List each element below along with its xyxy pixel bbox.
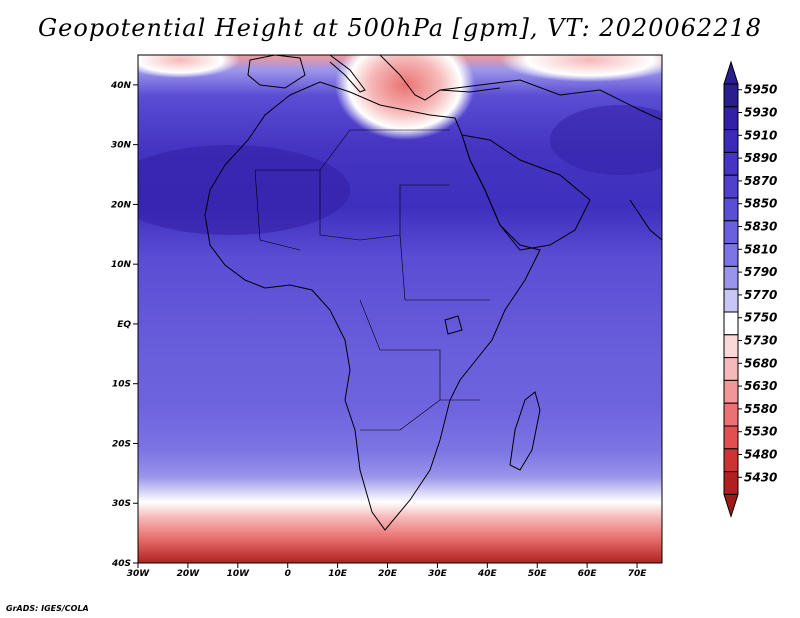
lon-tick-label: 50E (528, 569, 548, 579)
colorbar-bottom-arrow (723, 493, 739, 519)
country-borders (254, 129, 490, 431)
colorbar-top-arrow (723, 60, 739, 85)
colorbar-level-label: 5530 (744, 425, 777, 439)
colorbar-swatch (723, 83, 739, 108)
colorbar-swatch (723, 357, 739, 381)
colorbar-swatch (723, 471, 739, 495)
colorbar-level-label: 5810 (744, 242, 777, 256)
colorbar-level-label: 5830 (744, 220, 777, 234)
colorbar-swatch (723, 106, 739, 131)
colorbar-swatch (723, 197, 739, 222)
lon-tick-label: 40E (477, 569, 498, 579)
map-plot-area (138, 55, 662, 563)
lon-tick-label: 10W (227, 569, 251, 579)
lat-tick-label: EQ (117, 320, 131, 330)
colorbar-level-label: 5430 (744, 470, 777, 484)
footer-credit: GrADS: IGES/COLA (6, 604, 89, 613)
colorbar-level-label: 5480 (744, 448, 777, 462)
colorbar-swatch (723, 334, 739, 359)
lon-tick-label: 20E (378, 569, 398, 579)
plot-frame (137, 54, 663, 564)
lon-tick-label: 30E (428, 569, 448, 579)
colorbar-level-label: 5790 (744, 265, 777, 279)
colorbar-level-label: 5770 (744, 288, 777, 302)
colorbar-swatch (723, 425, 739, 450)
colorbar-level-label: 5870 (744, 174, 777, 188)
chart-title: Geopotential Height at 500hPa [gpm], VT:… (38, 14, 762, 42)
colorbar-level-label: 5630 (744, 379, 777, 393)
colorbar-swatch (723, 448, 739, 473)
lat-tick-label: 10N (111, 260, 132, 270)
longitude-axis: 30W 20W 10W 0 10E 20E 30E 40E 50E 60E 70E (127, 563, 647, 579)
colorbar-swatch (723, 151, 739, 176)
colorbar-swatch (723, 311, 739, 336)
colorbar-level-label: 5730 (744, 334, 777, 348)
colorbar-level-label: 5950 (744, 83, 777, 97)
colorbar-swatch (723, 243, 739, 267)
lon-tick-label: 0 (285, 569, 291, 579)
lon-tick-label: 70E (628, 569, 648, 579)
colorbar-level-label: 5580 (744, 402, 777, 416)
colorbar-level-label: 5910 (744, 128, 777, 142)
colorbar-swatch (723, 288, 739, 313)
colorbar-swatch (723, 265, 739, 290)
colorbar-swatch (723, 379, 739, 404)
lon-tick-label: 20W (177, 569, 201, 579)
colorbar-level-label: 5750 (744, 311, 777, 325)
latitude-axis: 40N 30N 20N 10N EQ 10S 20S 30S 40S (110, 81, 138, 569)
colorbar-level-label: 5930 (744, 106, 777, 120)
lat-tick-label: 20N (111, 200, 132, 210)
colorbar-level-label: 5850 (744, 197, 777, 211)
coastlines (204, 55, 662, 531)
lon-tick-label: 60E (578, 569, 598, 579)
colorbar-swatch (723, 174, 739, 199)
lat-tick-label: 30S (112, 499, 131, 509)
colorbar-level-label: 5890 (744, 151, 777, 165)
lat-tick-label: 40S (111, 559, 131, 569)
lon-tick-label: 30W (127, 569, 151, 579)
colorbar-swatch (723, 220, 739, 245)
colorbar-level-label: 5680 (744, 356, 777, 370)
colorbar-swatch (723, 402, 739, 427)
lat-tick-label: 10S (112, 380, 131, 390)
lat-tick-label: 40N (110, 81, 132, 91)
lat-tick-label: 30N (111, 141, 132, 151)
colorbar-swatch (723, 129, 739, 153)
lat-tick-label: 20S (112, 439, 131, 449)
colorbar: 5950 5930 5910 5890 5870 5850 5830 5810 5790 5770… (723, 60, 777, 519)
lon-tick-label: 10E (328, 569, 348, 579)
